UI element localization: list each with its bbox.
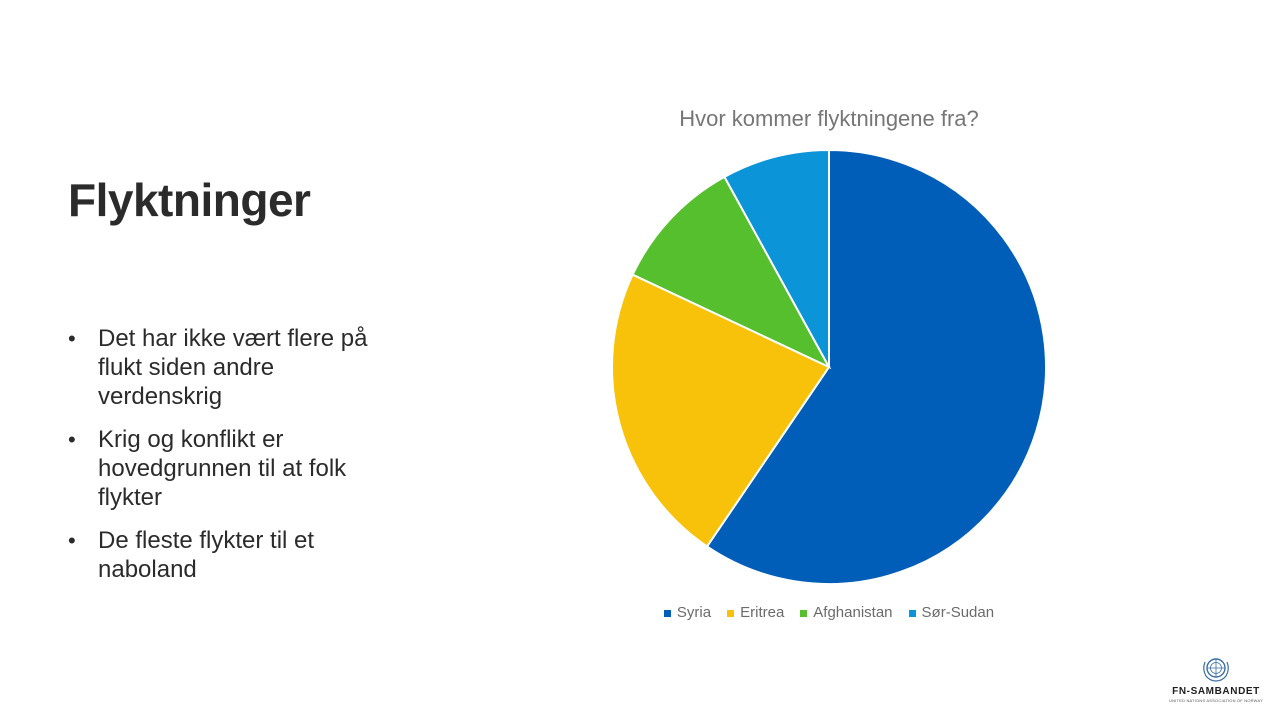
chart-legend: Syria Eritrea Afghanistan Sør-Sudan bbox=[600, 603, 1058, 623]
bullet-item: • De fleste flykter til et naboland bbox=[68, 526, 368, 584]
legend-swatch bbox=[663, 609, 671, 617]
legend-swatch bbox=[800, 609, 808, 617]
legend-item-eritrea: Eritrea bbox=[727, 603, 784, 623]
un-emblem-icon bbox=[1203, 658, 1229, 682]
bullet-item: • Krig og konflikt er hovedgrunnen til a… bbox=[68, 425, 368, 512]
pie-chart bbox=[611, 148, 1047, 585]
bullet-text: Det har ikke vært flere på flukt siden a… bbox=[98, 325, 368, 410]
bullet-text: Krig og konflikt er hovedgrunnen til at … bbox=[98, 426, 347, 511]
legend-label: Afghanistan bbox=[813, 604, 893, 621]
legend-label: Sør-Sudan bbox=[921, 604, 995, 621]
slide-title: Flyktninger bbox=[68, 174, 311, 226]
fn-sambandet-logo: FN-SAMBANDET UNITED NATIONS ASSOCIATION … bbox=[1168, 654, 1264, 710]
bullet-item: • Det har ikke vært flere på flukt siden… bbox=[68, 324, 368, 411]
legend-label: Eritrea bbox=[740, 604, 785, 621]
legend-label: Syria bbox=[676, 604, 712, 621]
bullet-dot: • bbox=[68, 528, 76, 553]
legend-item-syria: Syria bbox=[663, 603, 712, 623]
legend-swatch bbox=[727, 609, 735, 617]
legend-item-sor-sudan: Sør-Sudan bbox=[908, 603, 995, 623]
logo-subtitle: UNITED NATIONS ASSOCIATION OF NORWAY bbox=[1169, 698, 1263, 703]
pie-slice-afghanistan bbox=[631, 175, 832, 370]
bullet-text: De fleste flykter til et naboland bbox=[98, 527, 315, 583]
legend-item-afghanistan: Afghanistan bbox=[800, 603, 893, 623]
bullet-dot: • bbox=[68, 326, 76, 351]
bullet-list: • Det har ikke vært flere på flukt siden… bbox=[68, 324, 368, 598]
logo-name: FN-SAMBANDET bbox=[1172, 686, 1260, 697]
pie-slice-s-r-sudan bbox=[723, 148, 830, 368]
bullet-dot: • bbox=[68, 427, 76, 452]
chart-title: Hvor kommer flyktningene fra? bbox=[679, 106, 979, 131]
legend-swatch bbox=[908, 609, 916, 617]
pie-slice-syria bbox=[705, 148, 1047, 585]
